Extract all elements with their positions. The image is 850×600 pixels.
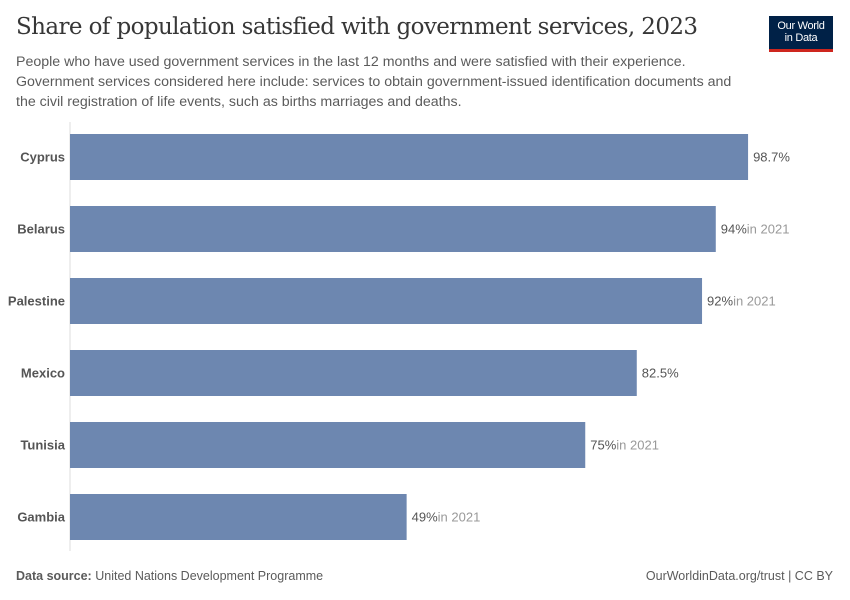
- bar-palestine[interactable]: [70, 278, 703, 324]
- data-source: Data source: United Nations Development …: [16, 569, 323, 583]
- bar-mexico[interactable]: [70, 350, 637, 396]
- value-label: 49%in 2021: [412, 510, 481, 525]
- category-label: Palestine: [8, 294, 65, 309]
- logo-line-1: Our World: [777, 20, 825, 32]
- bar-cyprus[interactable]: [70, 134, 749, 180]
- license-link[interactable]: OurWorldinData.org/trust | CC BY: [645, 569, 833, 583]
- category-label: Tunisia: [20, 438, 65, 453]
- bar-belarus[interactable]: [70, 206, 716, 252]
- value-label: 94%in 2021: [721, 222, 790, 237]
- value-label: 82.5%: [642, 366, 679, 381]
- category-label: Mexico: [21, 366, 65, 381]
- data-source-label: Data source:: [16, 569, 92, 583]
- data-source-link[interactable]: United Nations Development Programme: [95, 569, 324, 583]
- year-note: in 2021: [747, 222, 790, 237]
- year-note: in 2021: [616, 438, 659, 453]
- logo-line-2: in Data: [784, 32, 818, 44]
- owid-logo[interactable]: Our World in Data: [769, 16, 833, 52]
- value-label: 75%in 2021: [590, 438, 659, 453]
- value-label: 92%in 2021: [707, 294, 776, 309]
- bar-tunisia[interactable]: [70, 422, 586, 468]
- chart-title: Share of population satisfied with gover…: [16, 14, 698, 40]
- value-label: 98.7%: [753, 150, 790, 165]
- category-label: Cyprus: [20, 150, 65, 165]
- year-note: in 2021: [438, 510, 481, 525]
- category-label: Gambia: [17, 510, 65, 525]
- bar-gambia[interactable]: [70, 494, 407, 540]
- chart-subtitle: People who have used government services…: [16, 54, 732, 110]
- year-note: in 2021: [733, 294, 776, 309]
- category-label: Belarus: [17, 222, 65, 237]
